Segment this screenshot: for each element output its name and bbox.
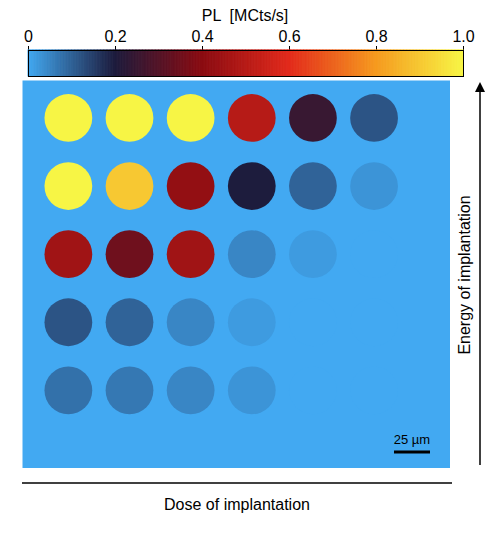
svg-text:Energy of implantation: Energy of implantation [456, 195, 473, 354]
svg-text:0.2: 0.2 [104, 28, 126, 45]
svg-text:25 µm: 25 µm [394, 432, 430, 447]
svg-text:0: 0 [24, 28, 33, 45]
svg-text:0.6: 0.6 [278, 28, 300, 45]
svg-text:0.8: 0.8 [365, 28, 387, 45]
svg-text:0.4: 0.4 [191, 28, 213, 45]
svg-text:Dose of implantation: Dose of implantation [164, 496, 310, 513]
svg-text:1.0: 1.0 [452, 28, 474, 45]
html-text:PL [MCts/s]: PL [MCts/s] [201, 7, 289, 24]
